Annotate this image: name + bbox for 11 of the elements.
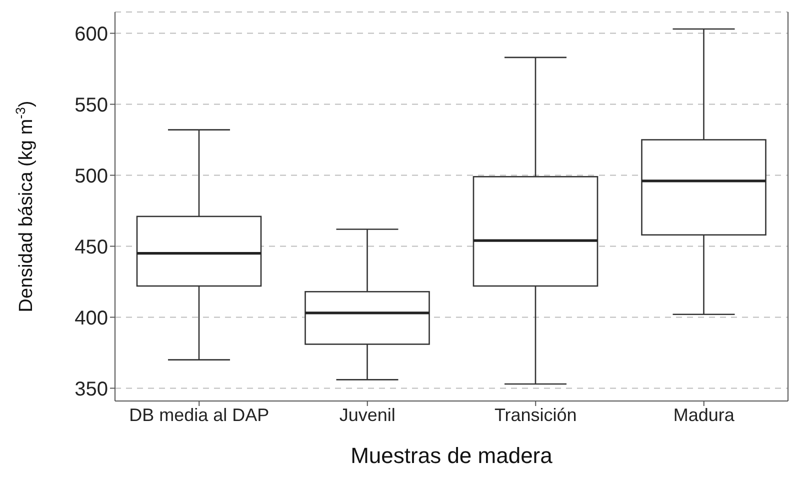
- y-tick-label: 450: [74, 236, 108, 258]
- x-tick-label: Transición: [494, 404, 577, 425]
- x-tick-label: Juvenil: [339, 404, 396, 425]
- x-tick-label: Madura: [673, 404, 736, 425]
- y-tick-label: 350: [74, 378, 108, 400]
- x-axis-title: Muestras de madera: [350, 443, 554, 468]
- y-tick-label: 550: [74, 94, 108, 116]
- y-tick-label: 400: [74, 307, 108, 330]
- y-tick-label: 600: [74, 23, 108, 46]
- x-tick-label: DB media al DAP: [129, 404, 270, 425]
- y-tick-label: 500: [74, 165, 108, 188]
